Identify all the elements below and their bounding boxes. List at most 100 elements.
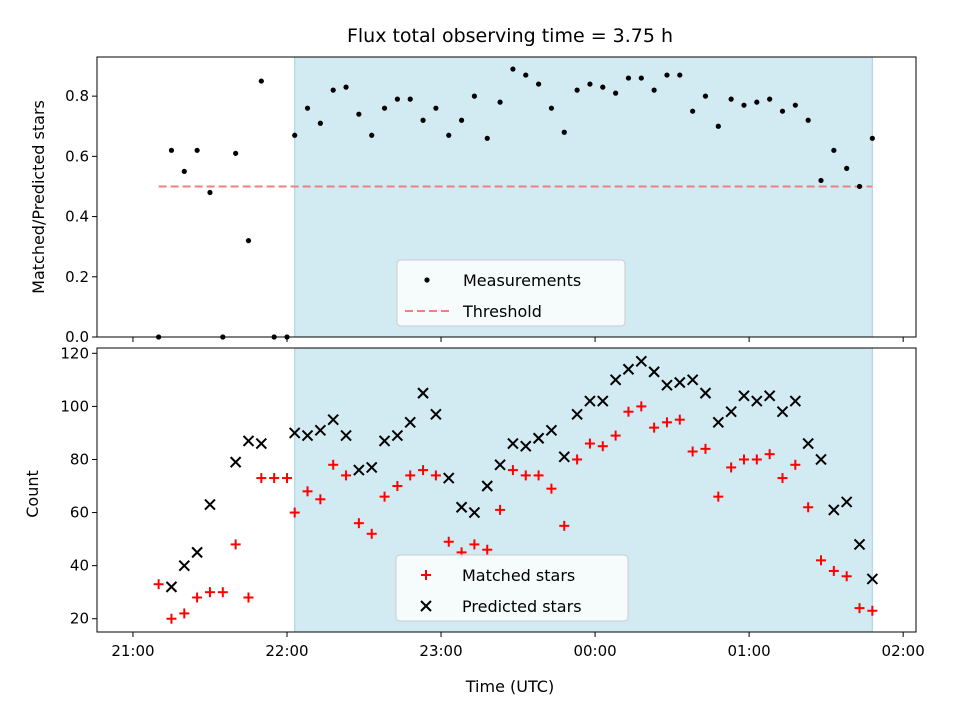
measurement-point bbox=[471, 93, 478, 99]
predicted-star-point bbox=[288, 427, 301, 439]
predicted-star-point bbox=[494, 459, 506, 471]
matched-star-point bbox=[269, 473, 280, 484]
measurement-point bbox=[625, 75, 632, 81]
matched-star-point bbox=[546, 483, 557, 494]
predicted-star-point bbox=[776, 405, 789, 418]
measurement-point bbox=[741, 102, 747, 108]
matched-star-point bbox=[828, 565, 839, 576]
matched-star-point bbox=[867, 605, 878, 616]
predicted-star-point bbox=[327, 413, 339, 426]
matched-star-point bbox=[803, 502, 814, 513]
measurement-point bbox=[523, 72, 529, 78]
measurement-point bbox=[856, 183, 863, 190]
matched-star-point bbox=[482, 544, 493, 555]
x-tick-label: 00:00 bbox=[573, 642, 616, 660]
predicted-star-point bbox=[661, 379, 673, 391]
predicted-star-point bbox=[802, 437, 814, 450]
legend-entry-label: Measurements bbox=[463, 271, 581, 290]
matched-star-point bbox=[430, 470, 441, 481]
measurement-point bbox=[497, 99, 503, 105]
measurement-point bbox=[754, 99, 760, 105]
predicted-star-point bbox=[635, 355, 647, 367]
matched-star-point bbox=[166, 613, 177, 624]
matched-star-point bbox=[738, 454, 749, 465]
predicted-star-point bbox=[191, 546, 203, 559]
measurement-point bbox=[677, 72, 683, 78]
matched-star-point bbox=[700, 443, 711, 454]
measurement-point bbox=[587, 81, 593, 87]
predicted-star-point bbox=[404, 416, 416, 429]
matched-star-point bbox=[353, 518, 364, 529]
matched-star-point bbox=[610, 430, 621, 441]
predicted-star-point bbox=[763, 390, 776, 402]
matched-star-point bbox=[854, 603, 865, 614]
measurement-point bbox=[613, 90, 619, 96]
measurement-point bbox=[381, 105, 388, 111]
matched-star-point bbox=[507, 465, 518, 476]
y-tick-label: 100 bbox=[60, 397, 89, 415]
y-tick-label: 60 bbox=[70, 504, 89, 522]
x-tick-label: 22:00 bbox=[265, 642, 308, 660]
matched-star-point bbox=[623, 406, 634, 417]
y-tick-label: 120 bbox=[60, 344, 89, 362]
y-tick-label: 0.0 bbox=[65, 328, 89, 346]
predicted-star-point bbox=[340, 429, 352, 442]
measurement-point bbox=[343, 84, 349, 90]
predicted-star-point bbox=[532, 432, 545, 444]
measurement-point bbox=[484, 135, 490, 141]
matched-star-point bbox=[153, 579, 164, 590]
matched-star-point bbox=[405, 470, 416, 481]
matched-star-point bbox=[392, 481, 403, 492]
predicted-star-point bbox=[443, 472, 455, 484]
measurement-point bbox=[458, 117, 465, 123]
predicted-star-point bbox=[204, 498, 216, 511]
matched-star-point bbox=[841, 571, 852, 582]
predicted-star-point bbox=[353, 464, 365, 476]
measurement-point bbox=[330, 87, 336, 93]
measurement-point bbox=[420, 117, 426, 123]
matched-star-point bbox=[661, 417, 672, 428]
measurement-point bbox=[168, 147, 175, 153]
x-tick-label: 02:00 bbox=[882, 642, 925, 660]
y-tick-label: 0.4 bbox=[65, 208, 89, 226]
matched-star-point bbox=[572, 454, 583, 465]
y-tick-label: 0.8 bbox=[65, 87, 89, 105]
predicted-star-point bbox=[378, 435, 391, 447]
measurement-point bbox=[844, 165, 850, 171]
measurement-point bbox=[245, 238, 252, 244]
y-tick-label: 20 bbox=[70, 610, 89, 628]
predicted-star-point bbox=[597, 395, 609, 407]
matched-star-point bbox=[649, 422, 660, 433]
measurement-point bbox=[690, 108, 696, 114]
matched-star-point bbox=[418, 465, 429, 476]
legend-entry-label: Threshold bbox=[462, 302, 542, 321]
predicted-star-point bbox=[545, 424, 558, 436]
matched-star-point bbox=[584, 438, 595, 449]
legend-entry-label: Matched stars bbox=[462, 566, 575, 585]
matched-star-point bbox=[713, 491, 724, 502]
legend-box bbox=[396, 259, 626, 327]
measurement-point bbox=[194, 147, 200, 153]
matched-star-point bbox=[179, 608, 190, 619]
predicted-star-point bbox=[301, 429, 314, 442]
matched-star-point bbox=[281, 473, 292, 484]
matched-star-point bbox=[636, 401, 647, 412]
y-tick-label: 40 bbox=[70, 557, 89, 575]
measurement-point bbox=[207, 189, 213, 196]
measurement-point bbox=[394, 96, 400, 102]
matched-star-point bbox=[790, 459, 801, 470]
predicted-star-point bbox=[520, 440, 532, 452]
predicted-star-point bbox=[686, 374, 699, 386]
measurement-point bbox=[869, 135, 875, 141]
x-tick-label: 23:00 bbox=[419, 642, 462, 660]
measurement-point bbox=[702, 93, 709, 99]
bottom-panel: 20 40 60 80 100 120 21:00 22:00 23:00 00:00 01:00 0… bbox=[60, 344, 924, 660]
predicted-star-point bbox=[840, 496, 853, 508]
measurement-point bbox=[304, 105, 311, 111]
measurement-point bbox=[181, 168, 187, 175]
matched-star-point bbox=[243, 592, 254, 603]
predicted-star-point bbox=[571, 408, 583, 421]
matched-star-point bbox=[341, 470, 352, 481]
predicted-star-point bbox=[751, 395, 763, 407]
